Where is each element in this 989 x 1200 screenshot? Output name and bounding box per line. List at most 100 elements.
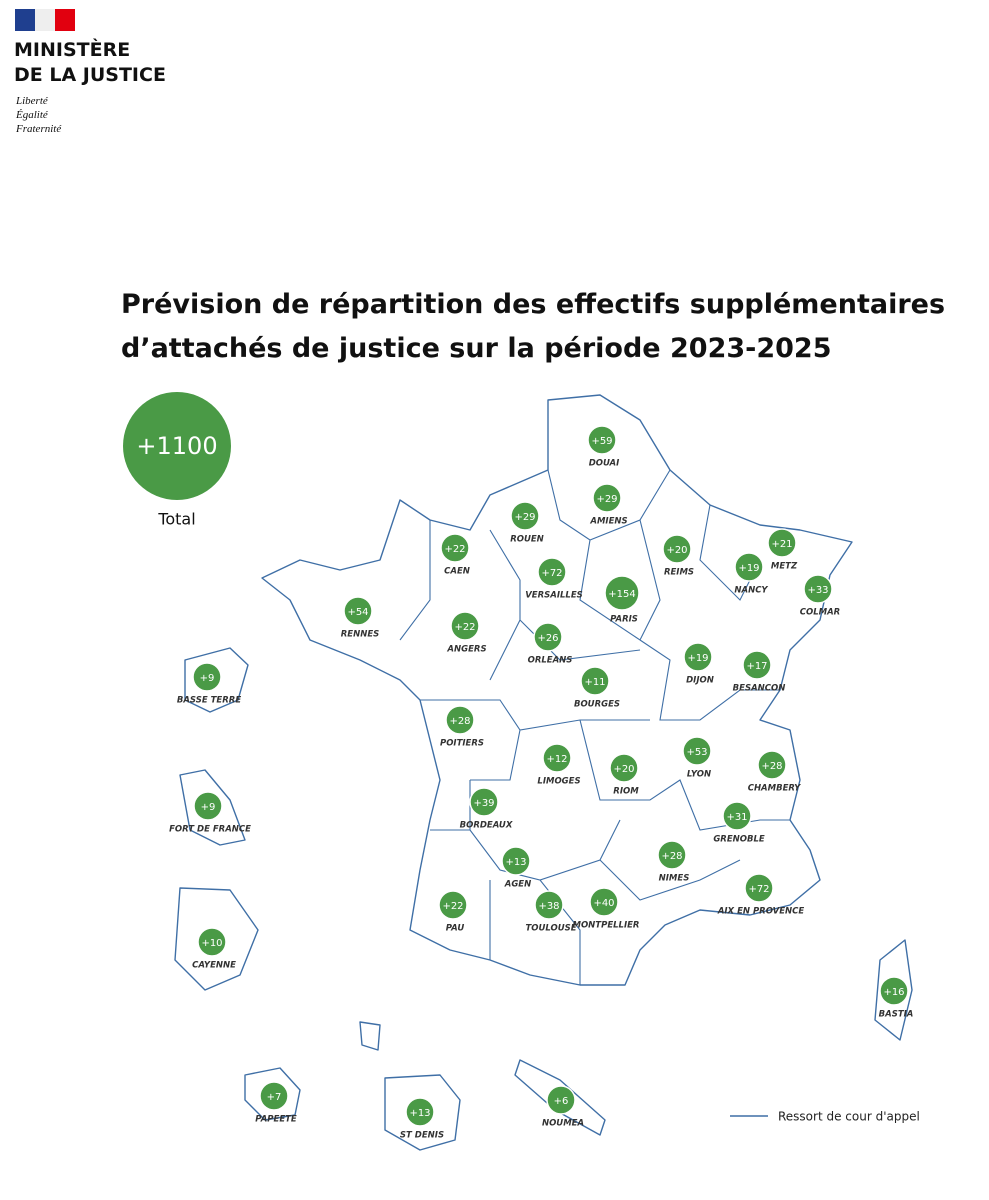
court-name: NOUMEA — [542, 1119, 584, 1129]
court-circle — [742, 650, 772, 680]
court-circle — [682, 736, 712, 766]
court-value: +19 — [738, 563, 759, 574]
court-circle — [683, 642, 713, 672]
court-name: GRENOBLE — [713, 835, 765, 845]
court-circle — [510, 501, 540, 531]
motto: Égalité — [15, 109, 49, 121]
motto: Liberté — [15, 95, 49, 107]
court-value: +17 — [746, 661, 767, 672]
court-value: +154 — [608, 589, 635, 600]
court-circle — [259, 1081, 289, 1111]
legend-label: Ressort de cour d'appel — [778, 1110, 920, 1124]
court-value: +54 — [347, 607, 368, 618]
court-value: +33 — [807, 585, 828, 596]
court-name: BASTIA — [879, 1010, 914, 1020]
motto: Fraternité — [15, 123, 62, 135]
court-circle — [193, 791, 223, 821]
court-circle — [592, 483, 622, 513]
court-value: +9 — [201, 802, 216, 813]
court-name: BASSE TERRE — [177, 696, 241, 706]
court-name: TOULOUSE — [525, 924, 576, 934]
court-value: +21 — [771, 539, 792, 550]
court-name: LIMOGES — [537, 777, 580, 787]
court-circle — [343, 596, 373, 626]
court-circle — [438, 890, 468, 920]
court-value: +22 — [444, 544, 465, 555]
court-name: DIJON — [686, 676, 714, 686]
court-circle — [587, 425, 617, 455]
court-circle — [803, 574, 833, 604]
court-name: ROUEN — [510, 535, 544, 545]
court-value: +39 — [473, 798, 494, 809]
court-value: +11 — [584, 677, 605, 688]
court-value: +38 — [538, 901, 559, 912]
court-name: PAPEETE — [255, 1115, 297, 1125]
court-circle — [440, 533, 470, 563]
title-line: Prévision de répartition des effectifs s… — [121, 289, 945, 320]
court-value: +29 — [596, 494, 617, 505]
court-value: +12 — [546, 754, 567, 765]
court-value: +22 — [454, 622, 475, 633]
court-value: +31 — [726, 812, 747, 823]
court-value: +13 — [409, 1108, 430, 1119]
court-value: +28 — [661, 851, 682, 862]
court-name: ST DENIS — [400, 1131, 444, 1141]
total-value: +1100 — [136, 432, 217, 460]
court-value: +29 — [514, 512, 535, 523]
court-name: MONTPELLIER — [573, 921, 640, 931]
court-circle — [405, 1097, 435, 1127]
court-name: NANCY — [734, 586, 768, 596]
courts: +59 DOUAI +29 ROUEN +29 AMIENS +22 CAEN +20 REIMS… — [169, 425, 914, 1141]
court-name: AGEN — [504, 880, 531, 890]
court-circle — [469, 787, 499, 817]
court-name: METZ — [771, 562, 798, 572]
court-name: RENNES — [341, 630, 380, 640]
court-value: +10 — [201, 938, 222, 949]
court-value: +7 — [267, 1092, 282, 1103]
court-circle — [580, 666, 610, 696]
court-name: DOUAI — [589, 459, 620, 469]
court-circle — [757, 750, 787, 780]
court-value: +72 — [541, 568, 562, 579]
court-circle — [744, 873, 774, 903]
court-name: PAU — [446, 924, 465, 934]
court-value: +72 — [748, 884, 769, 895]
court-name: BESANCON — [733, 684, 786, 694]
court-value: +26 — [537, 633, 558, 644]
court-circle — [879, 976, 909, 1006]
court-circle — [445, 705, 475, 735]
court-circle — [609, 753, 639, 783]
court-value: +59 — [591, 436, 612, 447]
court-circle — [197, 927, 227, 957]
court-circle — [501, 846, 531, 876]
court-circle — [533, 622, 563, 652]
court-circle — [604, 575, 640, 611]
court-value: +16 — [883, 987, 904, 998]
court-name: FORT DE FRANCE — [169, 825, 251, 835]
court-name: BOURGES — [574, 700, 620, 710]
court-name: AMIENS — [589, 517, 627, 527]
court-name: CAYENNE — [192, 961, 236, 971]
court-value: +28 — [761, 761, 782, 772]
court-circle — [722, 801, 752, 831]
court-circle — [542, 743, 572, 773]
court-value: +20 — [666, 545, 687, 556]
court-name: CAEN — [444, 567, 470, 577]
court-value: +19 — [687, 653, 708, 664]
court-name: NIMES — [659, 874, 690, 884]
court-value: +53 — [686, 747, 707, 758]
court-value: +9 — [200, 673, 215, 684]
court-circle — [192, 662, 222, 692]
title-line: d’attachés de justice sur la période 202… — [121, 333, 832, 364]
court-name: RIOM — [613, 787, 639, 797]
court-name: LYON — [687, 770, 711, 780]
court-circle — [662, 534, 692, 564]
court-value: +13 — [505, 857, 526, 868]
org-line: DE LA JUSTICE — [14, 64, 166, 86]
court-name: VERSAILLES — [525, 591, 583, 601]
court-circle — [537, 557, 567, 587]
court-value: +28 — [449, 716, 470, 727]
court-name: BORDEAUX — [460, 821, 513, 831]
court-name: ANGERS — [446, 645, 486, 655]
